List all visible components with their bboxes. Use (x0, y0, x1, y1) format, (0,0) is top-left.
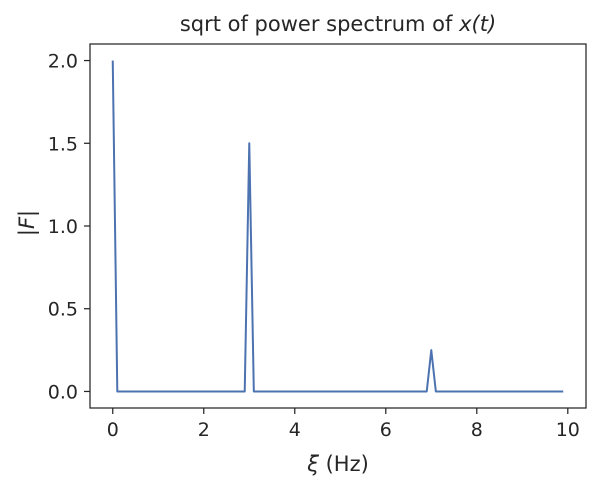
series-line-0 (111, 60, 564, 393)
x-axis-label-math: ξ (306, 452, 319, 476)
y-tick-label: 0.5 (48, 299, 78, 321)
chart-title-prefix: sqrt of power spectrum of (180, 12, 459, 36)
y-axis-label: |F| (15, 210, 40, 236)
x-tick-label: 2 (198, 419, 210, 441)
x-axis-label: ξ (Hz) (306, 452, 369, 476)
chart-title: sqrt of power spectrum of x(t) (180, 12, 496, 36)
x-tick-label: 10 (556, 419, 580, 441)
y-tick-label: 0.0 (48, 381, 78, 403)
y-tick-label: 2.0 (48, 51, 78, 73)
x-tick-label: 8 (471, 419, 483, 441)
y-tick-label: 1.0 (48, 216, 78, 238)
x-tick-label: 0 (107, 419, 119, 441)
x-tick-label: 4 (289, 419, 301, 441)
y-tick-label: 1.5 (48, 133, 78, 155)
x-tick-label: 6 (380, 419, 392, 441)
chart-title-math: x(t) (458, 12, 496, 36)
plot-area: 0 2 4 6 8 10 0.0 0.5 1.0 1.5 2.0 (48, 43, 587, 441)
x-axis-label-rest: (Hz) (319, 452, 369, 476)
